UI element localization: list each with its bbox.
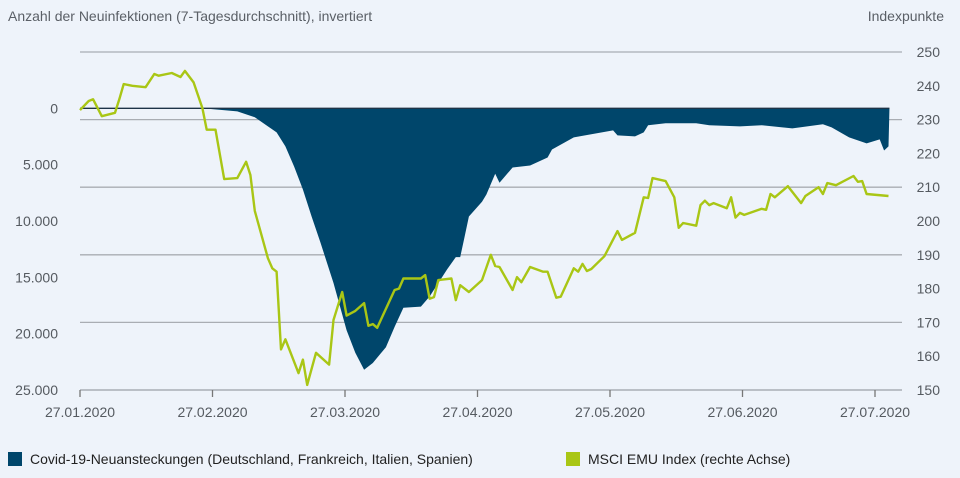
legend-item-covid: Covid-19-Neuansteckungen (Deutschland, F… [8,451,473,467]
legend-swatch-covid [8,452,22,466]
right-tick-label: 160 [917,348,941,364]
x-tick-label: 27.04.2020 [442,404,512,420]
right-tick-label: 170 [917,314,941,330]
left-tick-label: 20.000 [15,326,58,342]
x-tick-label: 27.05.2020 [575,404,645,420]
right-tick-label: 230 [917,112,941,128]
legend-label-msci: MSCI EMU Index (rechte Achse) [588,451,791,467]
right-tick-label: 180 [917,281,941,297]
covid-area [202,108,890,370]
msci-line [79,69,889,387]
x-tick-label: 27.07.2020 [840,404,910,420]
chart: 0 5.000 10.000 15.000 20.000 25.000 150 160 170 1… [15,44,941,420]
right-tick-label: 190 [917,247,941,263]
x-tick-label: 27.02.2020 [177,404,247,420]
right-tick-label: 150 [917,382,941,398]
left-tick-label: 5.000 [23,157,58,173]
right-tick-label: 220 [917,145,941,161]
left-tick-label: 15.000 [15,269,58,285]
right-axis-title: Indexpunkte [867,8,944,24]
x-tick-label: 27.01.2020 [45,404,115,420]
left-axis-title: Anzahl der Neuinfektionen (7-Tagesdurchs… [8,8,373,24]
right-tick-label: 200 [917,213,941,229]
legend-item-msci: MSCI EMU Index (rechte Achse) [566,451,790,467]
x-tick-label: 27.06.2020 [707,404,777,420]
legend-label-covid: Covid-19-Neuansteckungen (Deutschland, F… [30,451,473,467]
left-tick-label: 10.000 [15,213,58,229]
x-tick-label: 27.03.2020 [310,404,380,420]
left-tick-label: 25.000 [15,382,58,398]
right-tick-label: 210 [917,179,941,195]
left-tick-label: 0 [50,100,58,116]
right-tick-label: 250 [917,44,941,60]
legend-swatch-msci [566,452,580,466]
right-tick-label: 240 [917,78,941,94]
